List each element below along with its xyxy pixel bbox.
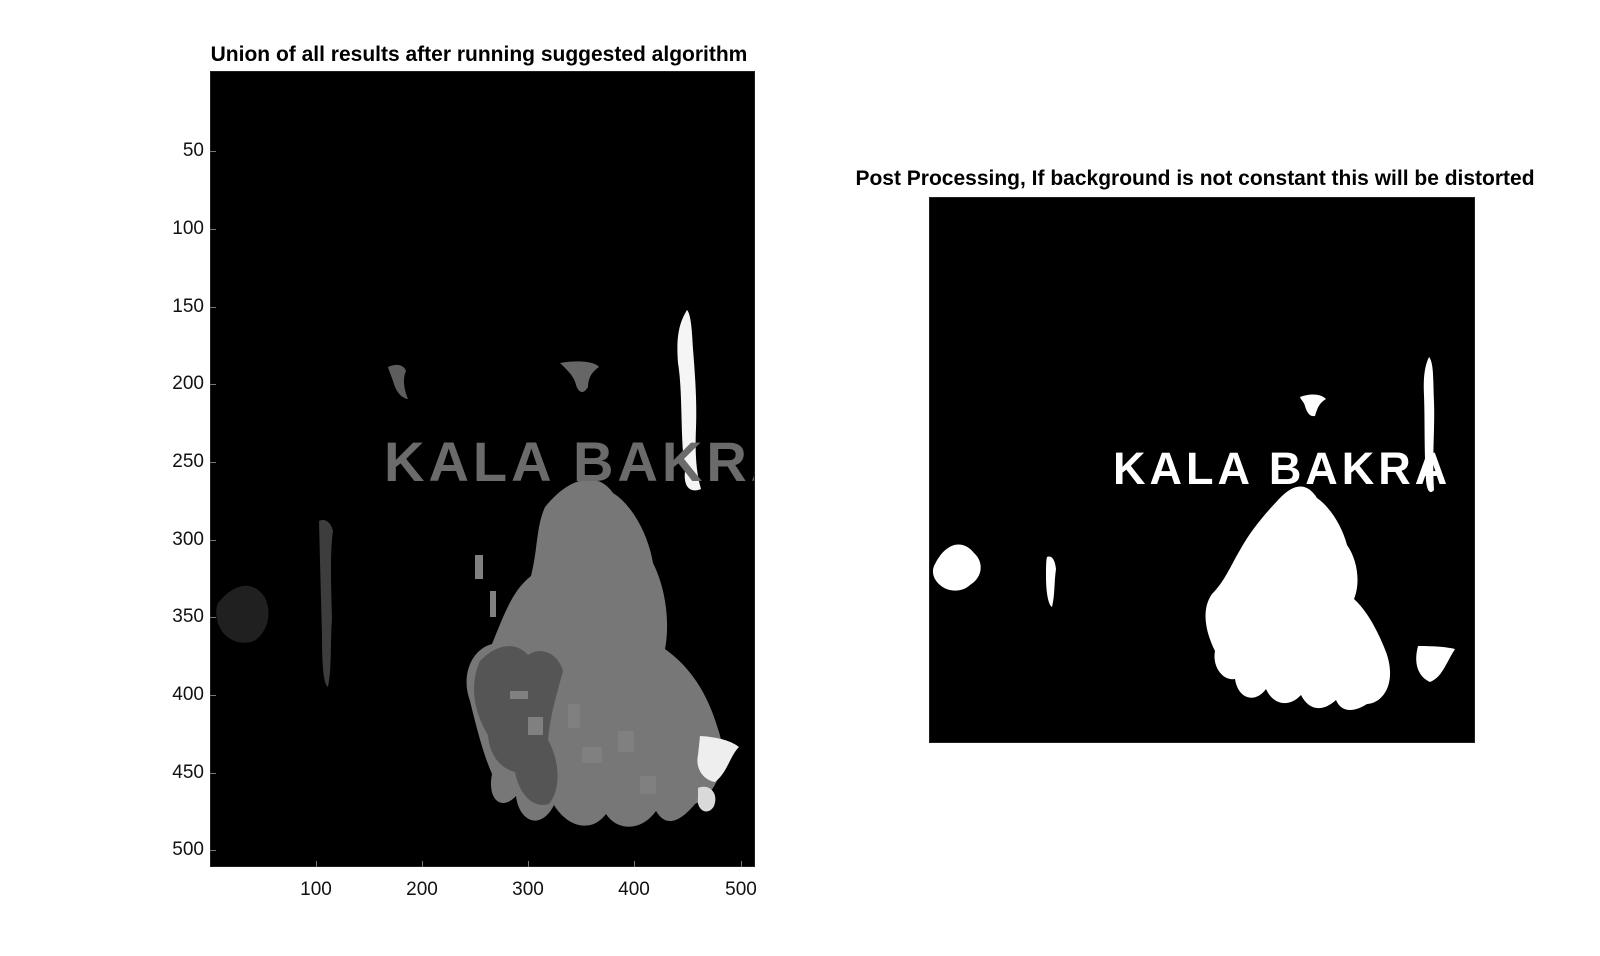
left-panel-title: Union of all results after running sugge… bbox=[210, 43, 748, 66]
right-large-white-figure-region bbox=[1205, 486, 1391, 710]
left-top-shape bbox=[388, 364, 408, 399]
left-right-bright-region bbox=[697, 736, 739, 782]
right-image-axes: KALA BAKRA bbox=[929, 197, 1475, 743]
right-speckle-3 bbox=[1286, 604, 1301, 615]
left-y-tick-300: 300 bbox=[172, 529, 204, 550]
left-x-tick-400: 400 bbox=[618, 879, 650, 900]
left-sign-text: KALA BAKRA bbox=[384, 430, 755, 493]
right-right-white-piece bbox=[1416, 646, 1455, 682]
left-foreground-regions bbox=[216, 310, 739, 827]
right-panel-title: Post Processing, If background is not co… bbox=[855, 167, 1535, 190]
right-speckle-1 bbox=[1239, 552, 1253, 560]
left-small-bright-piece bbox=[697, 786, 716, 812]
left-y-tick-150: 150 bbox=[172, 296, 204, 317]
left-upper-small-flag bbox=[560, 361, 599, 393]
left-x-tick-300: 300 bbox=[512, 879, 544, 900]
right-speckle-2 bbox=[1261, 580, 1271, 598]
left-vertical-white-piece bbox=[677, 310, 701, 491]
left-shadow-blob bbox=[216, 585, 269, 643]
left-x-tick-200: 200 bbox=[406, 879, 438, 900]
left-darker-lower-region bbox=[474, 646, 563, 805]
left-speckle-regions bbox=[475, 555, 656, 794]
right-small-left-strip bbox=[1046, 556, 1056, 607]
left-y-tick-250: 250 bbox=[172, 451, 204, 472]
left-y-tick-200: 200 bbox=[172, 373, 204, 394]
right-sign-text: KALA BAKRA bbox=[1113, 443, 1451, 494]
left-small-vertical-strip bbox=[319, 520, 333, 687]
right-binary-image: KALA BAKRA bbox=[929, 197, 1475, 743]
left-image-axes: KALA BAKRA bbox=[210, 71, 755, 867]
right-white-foreground-regions bbox=[932, 357, 1455, 710]
left-y-tick-350: 350 bbox=[172, 606, 204, 627]
right-left-white-blob bbox=[932, 544, 981, 591]
left-x-tick-500: 500 bbox=[725, 879, 757, 900]
left-grayscale-image: KALA BAKRA bbox=[210, 71, 755, 867]
left-x-tick-100: 100 bbox=[300, 879, 332, 900]
left-y-tick-450: 450 bbox=[172, 762, 204, 783]
right-speckle-4 bbox=[1327, 629, 1337, 646]
right-small-top-shape bbox=[1300, 394, 1326, 417]
right-tall-white-strip bbox=[1423, 357, 1435, 493]
left-y-tick-400: 400 bbox=[172, 684, 204, 705]
left-y-tick-50: 50 bbox=[182, 140, 204, 161]
left-y-tick-100: 100 bbox=[172, 218, 204, 239]
left-y-tick-500: 500 bbox=[172, 839, 204, 860]
